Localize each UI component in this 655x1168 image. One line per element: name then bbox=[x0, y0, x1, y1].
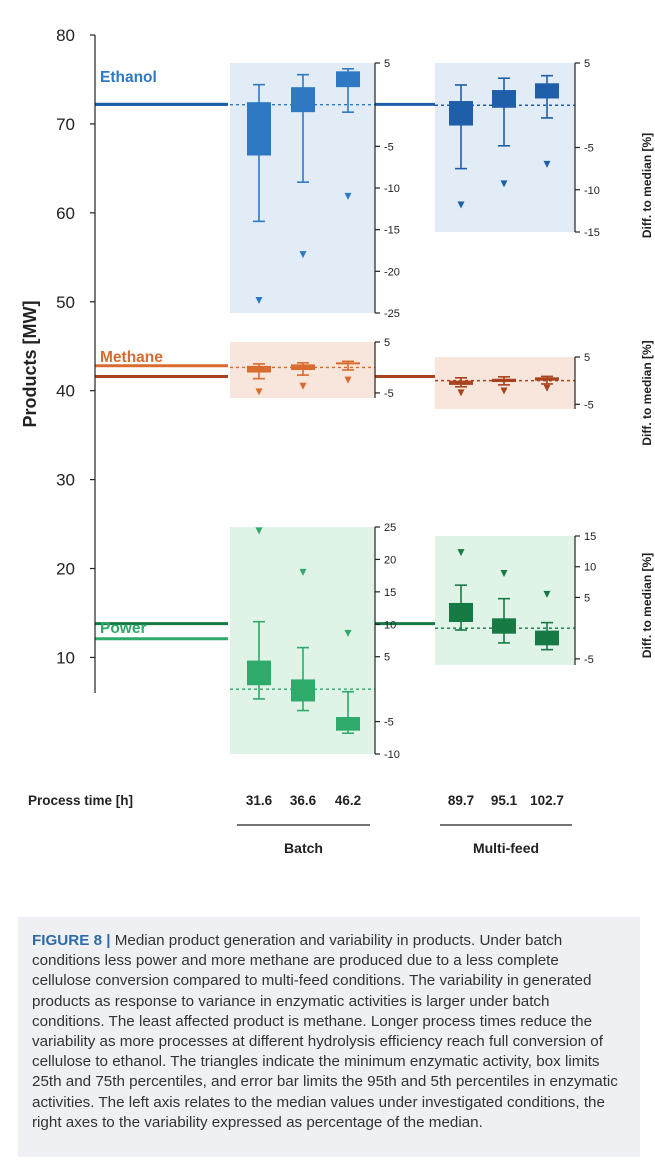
series-label-power: Power bbox=[100, 620, 147, 637]
box-methane-31.6 bbox=[247, 365, 271, 373]
right-axis-tick-label: 5 bbox=[584, 352, 590, 364]
right-axis-tick-label: -5 bbox=[384, 388, 394, 400]
right-axis-tick-label: -10 bbox=[384, 749, 400, 761]
box-power-46.2 bbox=[336, 717, 360, 731]
box-marks bbox=[247, 68, 559, 735]
right-axis-tick-label: 15 bbox=[384, 587, 396, 599]
box-plot-chart: 10 20 30 40 50 60 70 80 Products [MW] Ethanol Meth… bbox=[20, 26, 654, 856]
right-axis-tick-label: 25 bbox=[384, 522, 396, 534]
min-activity-triangle bbox=[255, 388, 263, 396]
box-methane-89.7 bbox=[449, 380, 473, 385]
right-axis-tick-label: 10 bbox=[384, 619, 396, 631]
min-activity-triangle bbox=[255, 527, 263, 535]
box-power-89.7 bbox=[449, 602, 473, 622]
panel-bg-power bbox=[435, 536, 575, 665]
min-activity-triangle bbox=[500, 569, 508, 577]
box-power-31.6 bbox=[247, 660, 271, 686]
box-methane-102.7 bbox=[535, 377, 559, 381]
x-tick-label: 36.6 bbox=[290, 793, 317, 808]
min-activity-triangle bbox=[299, 382, 307, 390]
caption-separator: | bbox=[102, 932, 115, 949]
left-axis-tick-label: 20 bbox=[56, 560, 75, 579]
min-activity-triangle bbox=[344, 629, 352, 637]
right-axis-tick-label: 20 bbox=[384, 554, 396, 566]
panel-backgrounds bbox=[230, 63, 575, 754]
min-activity-triangle bbox=[457, 549, 465, 557]
left-axis-tick-label: 60 bbox=[56, 204, 75, 223]
box-power-102.7 bbox=[535, 630, 559, 646]
panel-bg-power bbox=[230, 527, 375, 754]
min-activity-triangle bbox=[255, 297, 263, 304]
right-axis-tick-label: -5 bbox=[584, 143, 594, 155]
figure-number: FIGURE 8 bbox=[32, 932, 103, 949]
right-axis-tick-label: -10 bbox=[584, 185, 600, 197]
right-axis-tick-label: -5 bbox=[584, 654, 594, 666]
box-ethanol-89.7 bbox=[449, 101, 473, 126]
min-activity-triangle bbox=[344, 192, 352, 200]
right-axis-tick-label: -15 bbox=[384, 225, 400, 237]
right-axis-label: Diff. to median [%] bbox=[640, 340, 654, 445]
axes bbox=[90, 34, 580, 826]
min-activity-triangle bbox=[500, 180, 508, 188]
min-activity-triangle bbox=[299, 251, 307, 259]
series-label-methane: Methane bbox=[100, 349, 163, 366]
figure-caption: FIGURE 8 | Median product generation and… bbox=[18, 917, 640, 1157]
box-methane-46.2 bbox=[336, 362, 360, 365]
min-activity-triangle bbox=[299, 568, 307, 576]
box-ethanol-36.6 bbox=[291, 87, 315, 113]
x-tick-label: 31.6 bbox=[246, 793, 273, 808]
box-methane-95.1 bbox=[492, 378, 516, 383]
right-axis-label: Diff. to median [%] bbox=[640, 553, 654, 658]
x-tick-label: 46.2 bbox=[335, 793, 361, 808]
group-label: Multi-feed bbox=[473, 840, 539, 856]
min-activity-triangle bbox=[543, 590, 551, 598]
min-activity-triangle bbox=[543, 384, 551, 392]
labels: 10 20 30 40 50 60 70 80 Products [MW] Ethanol Meth… bbox=[20, 26, 654, 856]
left-axis-tick-label: 10 bbox=[56, 648, 75, 667]
right-axis-tick-label: -5 bbox=[584, 399, 594, 411]
left-axis-label: Products [MW] bbox=[20, 301, 40, 428]
left-axis-tick-label: 80 bbox=[56, 26, 75, 45]
box-ethanol-102.7 bbox=[535, 83, 559, 99]
left-axis-tick-label: 70 bbox=[56, 115, 75, 134]
right-axis-tick-label: 5 bbox=[584, 58, 590, 70]
box-ethanol-31.6 bbox=[247, 102, 271, 156]
x-axis-label: Process time [h] bbox=[28, 793, 133, 808]
box-power-95.1 bbox=[492, 618, 516, 634]
left-axis-tick-label: 40 bbox=[56, 382, 75, 401]
right-axis-tick-label: -10 bbox=[384, 183, 400, 195]
right-axis-tick-label: 5 bbox=[384, 337, 390, 349]
min-activity-triangle bbox=[543, 160, 551, 168]
min-activity-triangle bbox=[457, 389, 465, 397]
right-axis-tick-label: 5 bbox=[384, 58, 390, 70]
x-tick-label: 95.1 bbox=[491, 793, 518, 808]
min-activity-triangle bbox=[500, 387, 508, 395]
right-axis-tick-label: -5 bbox=[384, 141, 394, 153]
right-axis-label: Diff. to median [%] bbox=[640, 133, 654, 238]
right-axis-tick-label: 5 bbox=[584, 592, 590, 604]
box-ethanol-46.2 bbox=[336, 71, 360, 88]
min-activity-triangle bbox=[457, 201, 465, 209]
right-axis-tick-label: -20 bbox=[384, 266, 400, 278]
right-axis-tick-label: 10 bbox=[584, 562, 596, 574]
right-axis-tick-label: -5 bbox=[384, 717, 394, 729]
right-axis-tick-label: -25 bbox=[384, 308, 400, 320]
box-methane-36.6 bbox=[291, 364, 315, 370]
group-label: Batch bbox=[284, 840, 323, 856]
series-label-ethanol: Ethanol bbox=[100, 69, 157, 86]
right-axis-tick-label: -15 bbox=[584, 227, 600, 239]
x-tick-label: 102.7 bbox=[530, 793, 564, 808]
x-tick-label: 89.7 bbox=[448, 793, 474, 808]
min-activity-triangle bbox=[344, 376, 352, 384]
caption-text: Median product generation and variabilit… bbox=[32, 932, 618, 1131]
right-axis-tick-label: 15 bbox=[584, 531, 596, 543]
left-axis-tick-label: 50 bbox=[56, 293, 75, 312]
left-axis-tick-label: 30 bbox=[56, 471, 75, 490]
right-axis-tick-label: 5 bbox=[384, 652, 390, 664]
box-ethanol-95.1 bbox=[492, 90, 516, 108]
box-power-36.6 bbox=[291, 679, 315, 702]
